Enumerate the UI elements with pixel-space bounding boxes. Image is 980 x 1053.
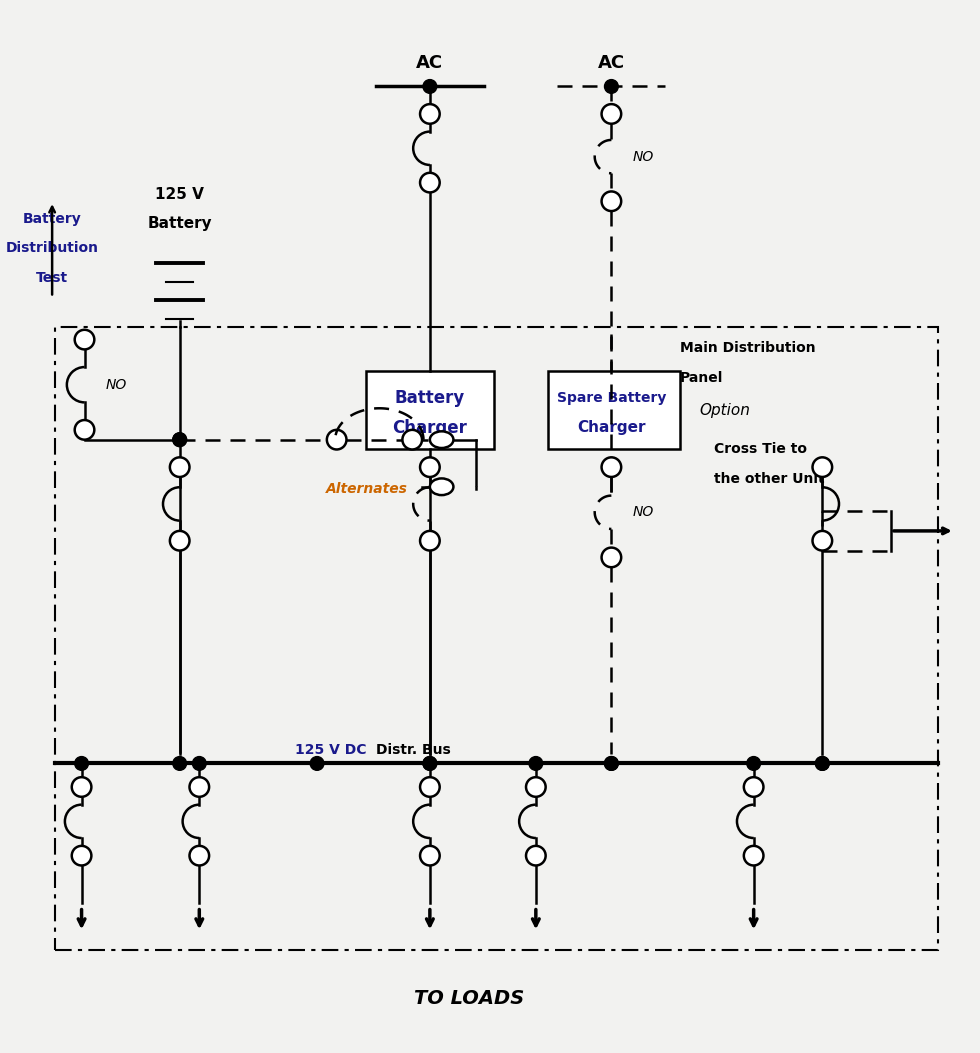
Circle shape [423,756,437,771]
Circle shape [602,104,621,124]
Circle shape [812,531,832,551]
Circle shape [602,457,621,477]
Circle shape [812,457,832,477]
Text: Battery: Battery [147,216,212,232]
Text: NO: NO [633,150,655,163]
Bar [367,371,494,450]
Text: NO: NO [633,505,655,519]
Circle shape [172,433,186,446]
Circle shape [529,756,543,771]
Circle shape [744,777,763,797]
Circle shape [192,756,206,771]
Circle shape [74,420,94,440]
Circle shape [72,846,91,866]
Circle shape [311,756,324,771]
Text: 125 V: 125 V [155,186,204,202]
Text: NO: NO [106,378,127,392]
Circle shape [815,756,829,771]
Circle shape [170,531,189,551]
Bar [55,326,938,950]
Circle shape [74,756,88,771]
Ellipse shape [430,478,454,495]
Circle shape [420,531,440,551]
Circle shape [420,777,440,797]
Circle shape [423,80,437,94]
Circle shape [605,756,618,771]
Text: AC: AC [598,54,625,72]
Circle shape [423,756,437,771]
Circle shape [605,756,618,771]
Circle shape [327,430,347,450]
Text: Main Distribution: Main Distribution [680,341,815,356]
Text: Charger: Charger [392,419,467,437]
Text: Distribution: Distribution [6,241,99,255]
Text: Battery: Battery [23,212,81,226]
Text: Spare Battery: Spare Battery [557,392,666,405]
Circle shape [605,80,618,94]
Circle shape [602,548,621,568]
Circle shape [172,756,186,771]
Text: Distr. Bus: Distr. Bus [376,742,451,757]
Circle shape [420,173,440,193]
Circle shape [172,433,186,446]
Text: TO LOADS: TO LOADS [414,990,524,1009]
Circle shape [170,457,189,477]
Circle shape [602,192,621,211]
Circle shape [747,756,760,771]
Text: Alternates: Alternates [325,481,408,496]
Circle shape [420,457,440,477]
Bar [548,371,680,450]
Text: Cross Tie to: Cross Tie to [714,442,808,457]
Circle shape [403,430,422,450]
Text: the other Unit: the other Unit [714,472,825,485]
Text: Charger: Charger [577,420,646,435]
Ellipse shape [430,432,454,448]
Text: Panel: Panel [680,371,723,384]
Circle shape [189,846,209,866]
Text: Option: Option [699,402,750,418]
Circle shape [189,777,209,797]
Circle shape [420,104,440,124]
Circle shape [420,846,440,866]
Circle shape [74,330,94,350]
Text: AC: AC [416,54,443,72]
Circle shape [815,756,829,771]
Circle shape [526,777,546,797]
Text: Test: Test [36,271,69,284]
Circle shape [526,846,546,866]
Circle shape [72,777,91,797]
Text: Battery: Battery [395,390,465,408]
Text: 125 V DC: 125 V DC [295,742,367,757]
Circle shape [744,846,763,866]
